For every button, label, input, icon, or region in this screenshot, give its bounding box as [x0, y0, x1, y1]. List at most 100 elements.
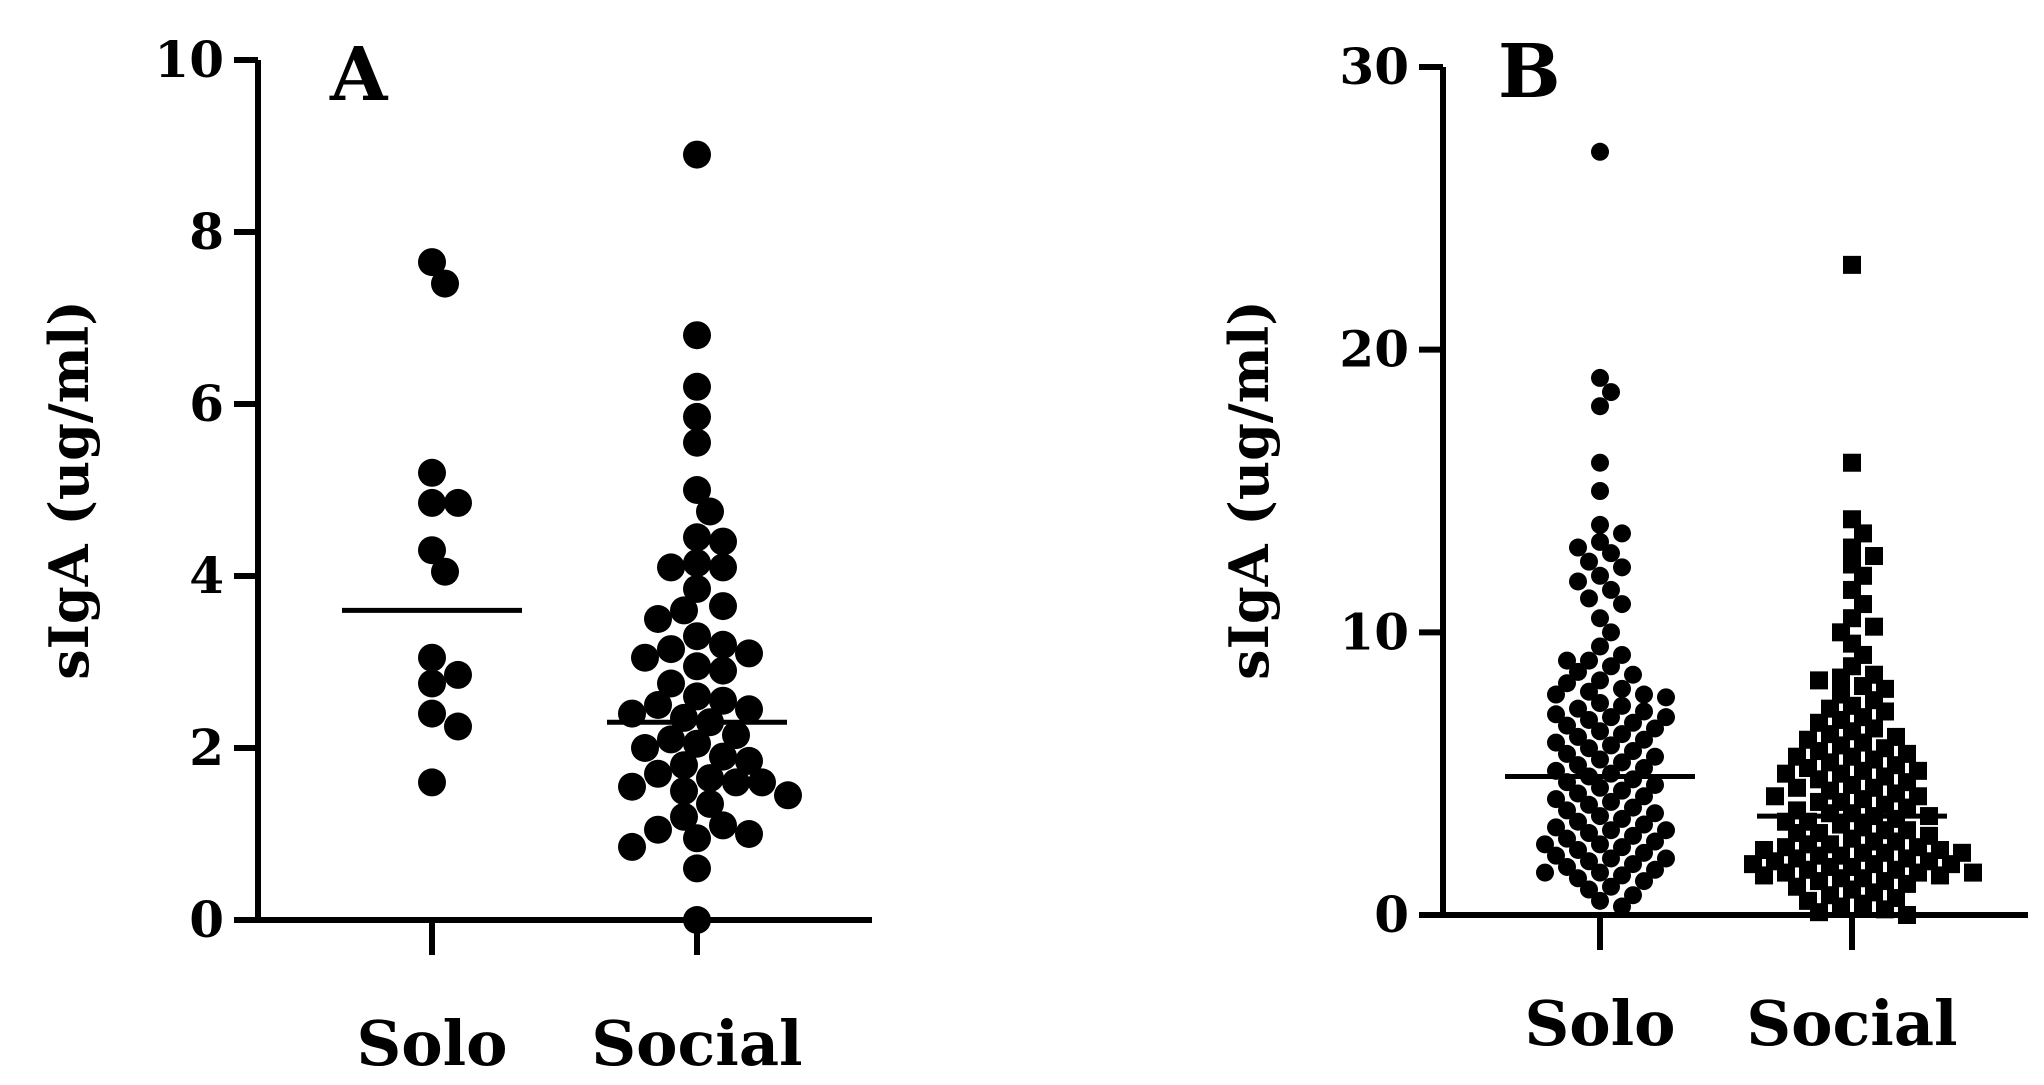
data-point	[1646, 719, 1664, 738]
data-point	[1580, 852, 1598, 871]
data-point	[1624, 665, 1642, 684]
data-point	[1613, 897, 1631, 916]
data-point	[1547, 733, 1565, 752]
data-point	[1591, 671, 1609, 690]
data-point	[431, 269, 459, 298]
data-point	[1646, 832, 1664, 851]
data-point	[709, 592, 737, 621]
data-point	[683, 729, 711, 758]
data-point	[683, 402, 711, 431]
data-point	[1569, 538, 1587, 557]
data-point	[431, 557, 459, 586]
data-point	[1624, 886, 1642, 905]
data-point	[1810, 872, 1828, 891]
data-point	[1635, 843, 1653, 862]
data-point	[1854, 677, 1872, 696]
y-axis-title: sIgA (ug/ml)	[1217, 300, 1281, 680]
data-point	[683, 523, 711, 552]
data-point	[1613, 781, 1631, 800]
data-point	[1602, 849, 1620, 868]
data-point	[1613, 558, 1631, 577]
data-point	[1547, 846, 1565, 865]
data-point	[1591, 453, 1609, 472]
data-point	[735, 639, 763, 668]
data-point	[1624, 855, 1642, 874]
data-point	[1547, 818, 1565, 837]
data-point	[683, 574, 711, 603]
data-point	[1854, 761, 1872, 780]
data-point	[1613, 595, 1631, 614]
data-point	[683, 476, 711, 504]
data-point	[683, 622, 711, 651]
data-point	[418, 699, 446, 728]
data-point	[1591, 637, 1609, 656]
data-point	[683, 140, 711, 169]
data-point	[418, 248, 446, 277]
y-tick-label: 0	[189, 890, 224, 949]
data-point	[1569, 840, 1587, 859]
data-point	[1591, 368, 1609, 387]
data-point	[1657, 849, 1675, 868]
data-point	[1580, 589, 1598, 608]
data-point	[1865, 617, 1883, 636]
data-point	[1635, 685, 1653, 704]
y-tick-label: 10	[1339, 602, 1409, 661]
data-point	[1843, 538, 1861, 557]
data-point	[1898, 874, 1916, 893]
data-point	[618, 772, 646, 801]
data-point	[735, 820, 763, 848]
data-point	[1624, 713, 1642, 732]
data-point	[1624, 742, 1642, 761]
data-point	[1602, 764, 1620, 783]
data-point	[1558, 801, 1576, 820]
data-point	[1613, 725, 1631, 744]
panel-letter: B	[1498, 29, 1561, 115]
data-point	[1646, 775, 1664, 794]
data-point	[1843, 775, 1861, 794]
data-point	[1602, 657, 1620, 676]
data-point	[1580, 880, 1598, 899]
data-point	[1591, 750, 1609, 769]
data-point	[1602, 736, 1620, 755]
data-point	[1854, 524, 1872, 543]
data-point	[1613, 753, 1631, 772]
data-point	[1898, 906, 1916, 924]
data-point	[670, 777, 698, 805]
data-point	[1766, 787, 1784, 806]
data-point	[774, 781, 802, 810]
data-point	[1613, 866, 1631, 885]
x-category-label: Social	[1746, 987, 1957, 1060]
data-point	[644, 815, 672, 844]
data-point	[1854, 733, 1872, 752]
data-point	[683, 428, 711, 457]
data-point	[1843, 747, 1861, 766]
data-point	[1865, 719, 1883, 738]
data-point	[1755, 866, 1773, 885]
data-point	[1536, 863, 1554, 882]
data-point	[1591, 482, 1609, 500]
data-point	[748, 768, 776, 797]
data-point	[418, 669, 446, 698]
data-point	[683, 682, 711, 711]
data-point	[1854, 566, 1872, 585]
data-point	[696, 789, 724, 818]
data-point	[735, 746, 763, 775]
y-tick-label: 0	[1374, 885, 1409, 944]
data-point	[1591, 863, 1609, 882]
data-point	[1558, 744, 1576, 763]
data-point	[1580, 651, 1598, 670]
data-point	[1635, 815, 1653, 834]
data-point	[1788, 877, 1806, 896]
data-point	[1854, 595, 1872, 614]
data-point	[1832, 668, 1850, 687]
data-point	[1569, 727, 1587, 746]
data-point	[1569, 572, 1587, 591]
data-point	[1646, 747, 1664, 766]
data-point	[1602, 623, 1620, 642]
data-point	[1931, 866, 1949, 885]
data-point	[1580, 739, 1598, 758]
data-point	[1580, 682, 1598, 701]
